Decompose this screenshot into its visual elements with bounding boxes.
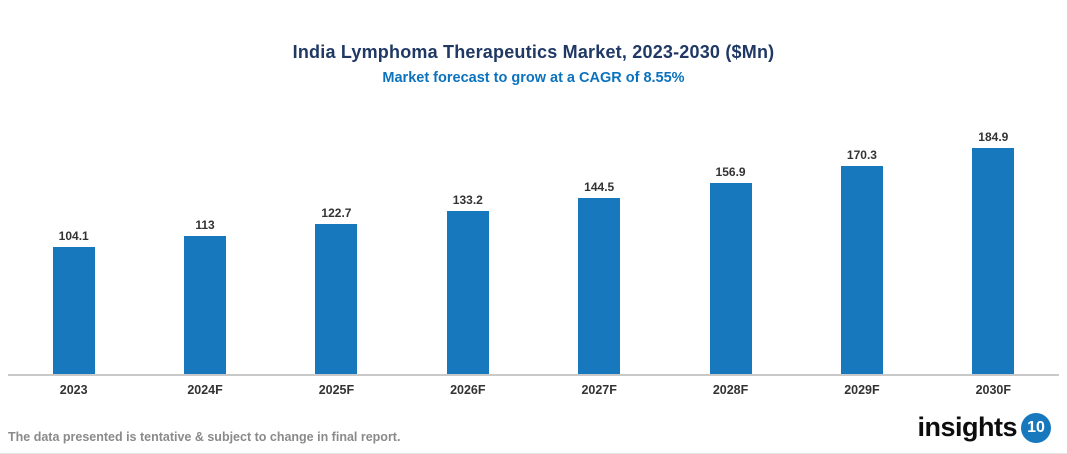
bar-slot: 113 [139, 218, 270, 374]
bar [578, 198, 621, 374]
disclaimer-text: The data presented is tentative & subjec… [8, 430, 401, 444]
bar [184, 236, 227, 374]
bar-slot: 104.1 [8, 229, 139, 374]
x-axis-tick-label: 2030F [975, 383, 1012, 397]
x-axis-line [8, 374, 1059, 376]
chart-title: India Lymphoma Therapeutics Market, 2023… [292, 42, 775, 62]
logo-badge-10: 10 [1021, 412, 1051, 443]
x-axis-tick-label: 2027F [581, 383, 617, 397]
bars-row: 104.1 113 122.7 133.2 144.5 156.9 170.3 184.9 [8, 130, 1059, 374]
bar-value-label: 184.9 [978, 130, 1009, 144]
x-axis-labels: 2023 2024F 2025F 2026F 2027F 2028F 2029F 2030F [8, 376, 1059, 397]
bar [972, 148, 1015, 374]
x-axis-tick-label: 2029F [844, 383, 880, 397]
bar [315, 224, 358, 374]
bar-value-label: 104.1 [58, 229, 89, 243]
x-axis-tick-label: 2023 [59, 383, 88, 397]
bar-slot: 156.9 [665, 165, 796, 374]
bar-value-label: 113 [195, 218, 215, 232]
x-axis-tick-label: 2024F [187, 383, 223, 397]
x-axis-tick-label: 2028F [712, 383, 749, 397]
x-axis-tick-label: 2026F [450, 383, 486, 397]
bar-value-label: 122.7 [321, 206, 352, 220]
bar [446, 211, 489, 374]
bar-slot: 170.3 [796, 148, 927, 374]
x-axis-tick-label: 2025F [318, 383, 355, 397]
bar [840, 166, 883, 374]
bar [52, 247, 95, 374]
bar-value-label: 133.2 [452, 193, 483, 207]
bar-slot: 133.2 [402, 193, 533, 374]
bar-value-label: 144.5 [584, 180, 615, 194]
bar-slot: 144.5 [534, 180, 665, 374]
bar-slot: 122.7 [271, 206, 402, 374]
bar-value-label: 170.3 [846, 148, 877, 162]
chart-subtitle: Market forecast to grow at a CAGR of 8.5… [382, 70, 685, 86]
bar [709, 183, 752, 374]
bar-value-label: 156.9 [715, 165, 746, 179]
logo-wordmark: insights [917, 412, 1017, 442]
bar-slot: 184.9 [928, 130, 1059, 374]
bar-chart-plot: 104.1 113 122.7 133.2 144.5 156.9 170.3 184.9 2… [8, 130, 1059, 397]
insights10-logo: insights 10 [917, 412, 1051, 443]
